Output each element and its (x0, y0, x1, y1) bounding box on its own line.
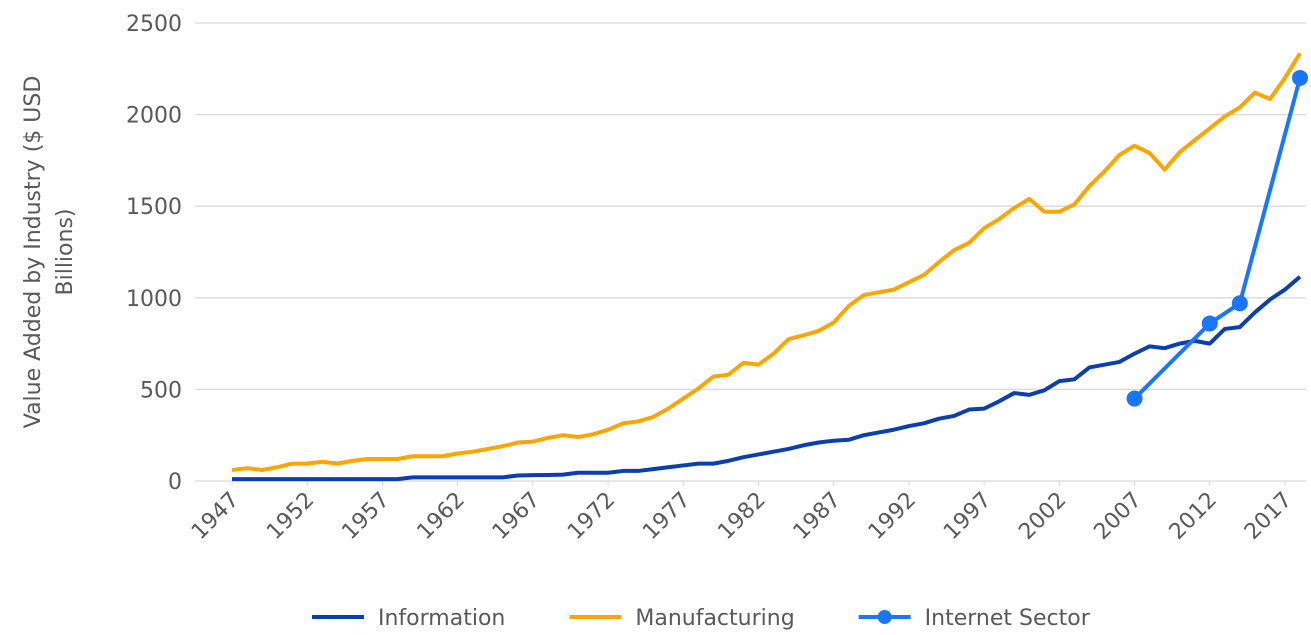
point (1126, 390, 1143, 407)
x-tick-label: 1967 (488, 488, 545, 545)
x-tick-label: 1982 (713, 488, 770, 545)
x-tick-label: 1972 (563, 488, 620, 545)
x-tick-label: 1962 (413, 488, 470, 545)
y-tick-label: 1000 (126, 287, 182, 312)
y-tick-label: 0 (168, 470, 182, 495)
x-tick-label: 2017 (1240, 488, 1297, 545)
x-tick-label: 2002 (1014, 488, 1071, 545)
y-axis-label: Value Added by Industry ($ USD (21, 76, 46, 429)
legend-label: Manufacturing (635, 606, 794, 631)
y-tick-label: 500 (140, 378, 182, 403)
x-tick-label: 2012 (1165, 488, 1222, 545)
x-tick-label: 1957 (337, 488, 394, 545)
x-tick-label: 1947 (187, 488, 244, 545)
y-tick-label: 1500 (126, 195, 182, 220)
point (1292, 69, 1308, 86)
point (1201, 315, 1218, 332)
series-line (1133, 77, 1302, 400)
x-tick-label: 1992 (864, 488, 921, 545)
x-tick-label: 1997 (939, 488, 996, 545)
x-tick-label: 1952 (262, 488, 319, 545)
y-tick-label: 2500 (126, 12, 182, 37)
point (1231, 295, 1248, 312)
legend-label: Internet Sector (925, 606, 1091, 631)
series-line (232, 275, 1302, 482)
x-tick-label: 1977 (638, 488, 695, 545)
series-line (231, 52, 1302, 473)
x-tick-label: 1987 (789, 488, 846, 545)
legend-marker (877, 610, 892, 624)
y-axis-label: Billions) (53, 209, 78, 296)
x-tick-label: 2007 (1090, 488, 1147, 545)
y-tick-label: 2000 (126, 104, 182, 129)
legend-label: Information (378, 606, 505, 631)
